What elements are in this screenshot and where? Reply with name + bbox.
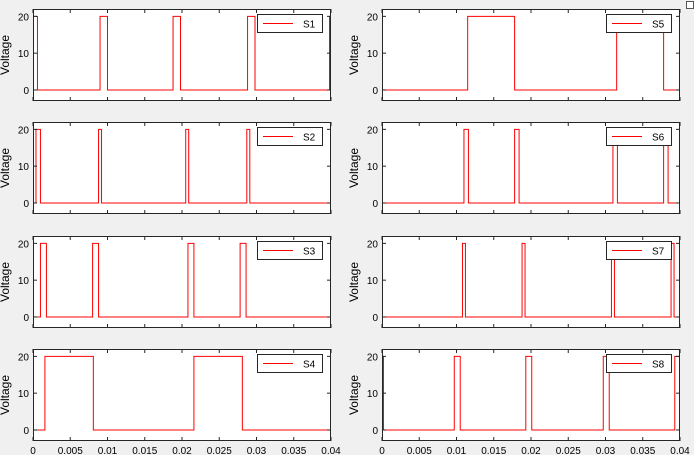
legend: S2 — [257, 127, 323, 146]
y-tick-label: 10 — [18, 49, 30, 60]
x-tick-label: 0.03 — [247, 446, 267, 455]
series-line-s2 — [33, 128, 331, 204]
y-tick-label: 0 — [372, 313, 378, 324]
y-tick-label: 0 — [372, 426, 378, 437]
x-tick-label: 0.04 — [321, 446, 341, 455]
x-tick-label: 0 — [30, 446, 36, 455]
x-tick-label: 0.025 — [556, 446, 581, 455]
y-tick-label: 20 — [367, 352, 379, 363]
y-tick-label: 20 — [367, 12, 379, 23]
legend-label: S4 — [303, 360, 316, 371]
y-axis-label: Voltage — [347, 262, 361, 302]
y-tick-label: 10 — [18, 162, 30, 173]
subplot-s8: 0 10 20 0 0.005 0.01 0.015 0.02 0.025 0.03 0.035 0.… — [347, 349, 690, 455]
y-axis-label: Voltage — [0, 35, 12, 75]
subplot-s2: 0 10 20 Voltage S2 — [0, 122, 332, 214]
y-tick-label: 20 — [367, 239, 379, 250]
y-tick-label: 10 — [367, 49, 379, 60]
subplot-s4: 0 10 20 0 0.005 0.01 0.015 0.02 0.025 0.03 0.035 0.… — [0, 349, 341, 455]
legend-label: S1 — [303, 20, 316, 31]
y-axis-label: Voltage — [347, 148, 361, 188]
series-line-s3 — [33, 242, 331, 318]
series-line-s5 — [382, 15, 680, 91]
legend: S6 — [606, 127, 672, 146]
y-tick-label: 10 — [18, 276, 30, 287]
legend-label: S2 — [303, 133, 316, 144]
legend: S7 — [606, 241, 672, 260]
x-tick-label: 0.01 — [447, 446, 467, 455]
x-tick-label: 0.035 — [281, 446, 306, 455]
x-tick-label: 0.03 — [596, 446, 616, 455]
x-tick-label: 0.015 — [132, 446, 157, 455]
x-tick-label: 0.01 — [98, 446, 118, 455]
y-tick-label: 0 — [372, 86, 378, 97]
subplot-s3: 0 10 20 Voltage S3 — [0, 236, 332, 328]
series-line-s4 — [33, 355, 331, 431]
x-tick-label: 0.005 — [58, 446, 83, 455]
x-tick-label: 0.02 — [521, 446, 541, 455]
y-tick-label: 20 — [18, 239, 30, 250]
y-tick-label: 0 — [23, 313, 29, 324]
legend-label: S7 — [652, 247, 665, 258]
y-tick-label: 20 — [18, 12, 30, 23]
y-axis-label: Voltage — [0, 262, 12, 302]
subplot-s6: 0 10 20 Voltage S6 — [347, 122, 681, 214]
x-tick-label: 0 — [379, 446, 385, 455]
y-axis-label: Voltage — [0, 375, 12, 415]
legend: S4 — [257, 354, 323, 373]
y-axis-label: Voltage — [347, 35, 361, 75]
series-line-s1 — [33, 15, 331, 91]
dock-icon[interactable] — [686, 1, 694, 9]
x-tick-label: 0.04 — [670, 446, 690, 455]
y-tick-label: 0 — [23, 426, 29, 437]
y-tick-label: 0 — [372, 199, 378, 210]
series-line-s8 — [382, 355, 680, 431]
legend-label: S8 — [652, 360, 665, 371]
x-tick-label: 0.025 — [207, 446, 232, 455]
y-tick-label: 10 — [18, 389, 30, 400]
y-tick-label: 0 — [23, 199, 29, 210]
y-tick-label: 10 — [367, 276, 379, 287]
legend: S8 — [606, 354, 672, 373]
y-tick-label: 20 — [18, 125, 30, 136]
y-axis-label: Voltage — [347, 375, 361, 415]
subplot-s7: 0 10 20 Voltage S7 — [347, 236, 681, 328]
x-tick-label: 0.02 — [172, 446, 192, 455]
x-tick-label: 0.015 — [481, 446, 506, 455]
x-tick-label: 0.005 — [407, 446, 432, 455]
legend: S3 — [257, 241, 323, 260]
y-tick-label: 0 — [23, 86, 29, 97]
legend: S5 — [606, 14, 672, 33]
x-tick-label: 0.035 — [630, 446, 655, 455]
legend-label: S3 — [303, 247, 316, 258]
y-tick-label: 20 — [18, 352, 30, 363]
y-tick-label: 10 — [367, 162, 379, 173]
legend-label: S6 — [652, 133, 665, 144]
y-tick-label: 10 — [367, 389, 379, 400]
y-tick-label: 20 — [367, 125, 379, 136]
subplot-s1: 0 10 20 Voltage S1 — [0, 9, 332, 101]
legend: S1 — [257, 14, 323, 33]
legend-label: S5 — [652, 20, 665, 31]
y-axis-label: Voltage — [0, 148, 12, 188]
subplot-s5: 0 10 20 Voltage S5 — [347, 9, 681, 101]
